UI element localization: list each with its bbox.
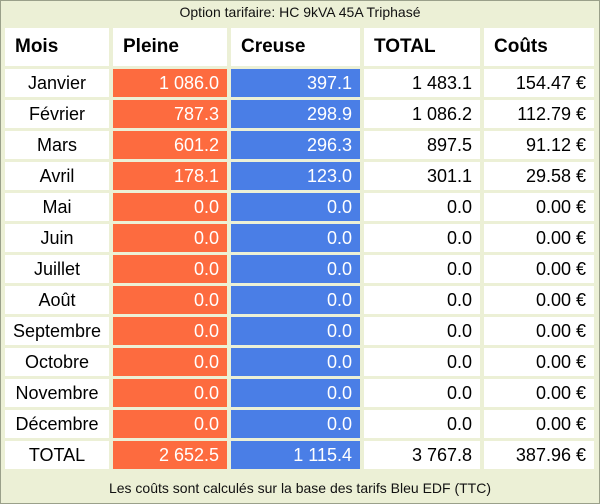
header-mois: Mois	[5, 28, 109, 66]
cell-creuse: 0.0	[231, 255, 360, 283]
cell-pleine: 0.0	[113, 224, 227, 252]
cell-couts: 91.12 €	[484, 131, 594, 159]
table-row: Novembre 0.0 0.0 0.0 0.00 €	[5, 379, 594, 407]
table-row: Décembre 0.0 0.0 0.0 0.00 €	[5, 410, 594, 438]
cell-creuse: 397.1	[231, 69, 360, 97]
cell-creuse: 123.0	[231, 162, 360, 190]
tariff-footnote: Les coûts sont calculés sur la base des …	[108, 480, 492, 496]
cell-creuse: 0.0	[231, 193, 360, 221]
cell-couts: 112.79 €	[484, 100, 594, 128]
cell-couts: 0.00 €	[484, 379, 594, 407]
cell-couts: 29.58 €	[484, 162, 594, 190]
header-creuse: Creuse	[231, 28, 360, 66]
cell-couts: 0.00 €	[484, 224, 594, 252]
cell-couts: 0.00 €	[484, 286, 594, 314]
cell-creuse: 0.0	[231, 317, 360, 345]
cell-couts: 0.00 €	[484, 255, 594, 283]
cell-mois: Octobre	[5, 348, 109, 376]
cell-total: 301.1	[364, 162, 480, 190]
cell-mois: Avril	[5, 162, 109, 190]
cell-couts-total: 387.96 €	[484, 441, 594, 469]
cell-pleine: 1 086.0	[113, 69, 227, 97]
table-row: Mars 601.2 296.3 897.5 91.12 €	[5, 131, 594, 159]
cell-mois: Mai	[5, 193, 109, 221]
cell-total: 0.0	[364, 410, 480, 438]
cell-total: 0.0	[364, 348, 480, 376]
cell-mois: Décembre	[5, 410, 109, 438]
cell-total: 0.0	[364, 224, 480, 252]
totals-row: TOTAL 2 652.5 1 115.4 3 767.8 387.96 €	[5, 441, 594, 469]
header-couts: Coûts	[484, 28, 594, 66]
cell-couts: 0.00 €	[484, 410, 594, 438]
table-row: Juillet 0.0 0.0 0.0 0.00 €	[5, 255, 594, 283]
cell-creuse: 0.0	[231, 224, 360, 252]
cell-couts: 154.47 €	[484, 69, 594, 97]
table-row: Avril 178.1 123.0 301.1 29.58 €	[5, 162, 594, 190]
cell-creuse: 298.9	[231, 100, 360, 128]
table-row: Janvier 1 086.0 397.1 1 483.1 154.47 €	[5, 69, 594, 97]
cell-total: 0.0	[364, 317, 480, 345]
table-row: Octobre 0.0 0.0 0.0 0.00 €	[5, 348, 594, 376]
tariff-caption: Option tarifaire: HC 9kVA 45A Triphasé	[179, 4, 421, 20]
cell-creuse-total: 1 115.4	[231, 441, 360, 469]
cell-mois: Février	[5, 100, 109, 128]
cell-creuse: 0.0	[231, 410, 360, 438]
cell-pleine: 787.3	[113, 100, 227, 128]
cell-total: 0.0	[364, 255, 480, 283]
cell-mois: Novembre	[5, 379, 109, 407]
cell-creuse: 0.0	[231, 286, 360, 314]
cell-creuse: 296.3	[231, 131, 360, 159]
cell-pleine: 0.0	[113, 410, 227, 438]
cell-creuse: 0.0	[231, 379, 360, 407]
cell-pleine: 0.0	[113, 286, 227, 314]
table-row: Septembre 0.0 0.0 0.0 0.00 €	[5, 317, 594, 345]
header-pleine: Pleine	[113, 28, 227, 66]
consumption-table: Mois Pleine Creuse TOTAL Coûts Janvier 1…	[1, 25, 598, 472]
table-row: Juin 0.0 0.0 0.0 0.00 €	[5, 224, 594, 252]
cell-pleine: 0.0	[113, 348, 227, 376]
cell-couts: 0.00 €	[484, 348, 594, 376]
table-body: Janvier 1 086.0 397.1 1 483.1 154.47 € F…	[5, 69, 594, 469]
header-total: TOTAL	[364, 28, 480, 66]
cell-mois: Juin	[5, 224, 109, 252]
cell-mois: Août	[5, 286, 109, 314]
cell-pleine: 178.1	[113, 162, 227, 190]
cell-pleine: 0.0	[113, 193, 227, 221]
cell-pleine: 0.0	[113, 317, 227, 345]
table-row: Février 787.3 298.9 1 086.2 112.79 €	[5, 100, 594, 128]
cell-total: 1 483.1	[364, 69, 480, 97]
cell-couts: 0.00 €	[484, 317, 594, 345]
table-row: Mai 0.0 0.0 0.0 0.00 €	[5, 193, 594, 221]
cell-pleine: 0.0	[113, 255, 227, 283]
cell-total-total: 3 767.8	[364, 441, 480, 469]
cell-total: 897.5	[364, 131, 480, 159]
cell-total: 0.0	[364, 193, 480, 221]
cell-creuse: 0.0	[231, 348, 360, 376]
cell-pleine: 0.0	[113, 379, 227, 407]
cell-pleine-total: 2 652.5	[113, 441, 227, 469]
cell-couts: 0.00 €	[484, 193, 594, 221]
cell-mois-total: TOTAL	[5, 441, 109, 469]
cell-mois: Juillet	[5, 255, 109, 283]
cell-mois: Mars	[5, 131, 109, 159]
cell-mois: Septembre	[5, 317, 109, 345]
table-row: Août 0.0 0.0 0.0 0.00 €	[5, 286, 594, 314]
cell-pleine: 601.2	[113, 131, 227, 159]
cell-mois: Janvier	[5, 69, 109, 97]
header-row: Mois Pleine Creuse TOTAL Coûts	[5, 28, 594, 66]
cell-total: 0.0	[364, 379, 480, 407]
cell-total: 0.0	[364, 286, 480, 314]
cell-total: 1 086.2	[364, 100, 480, 128]
